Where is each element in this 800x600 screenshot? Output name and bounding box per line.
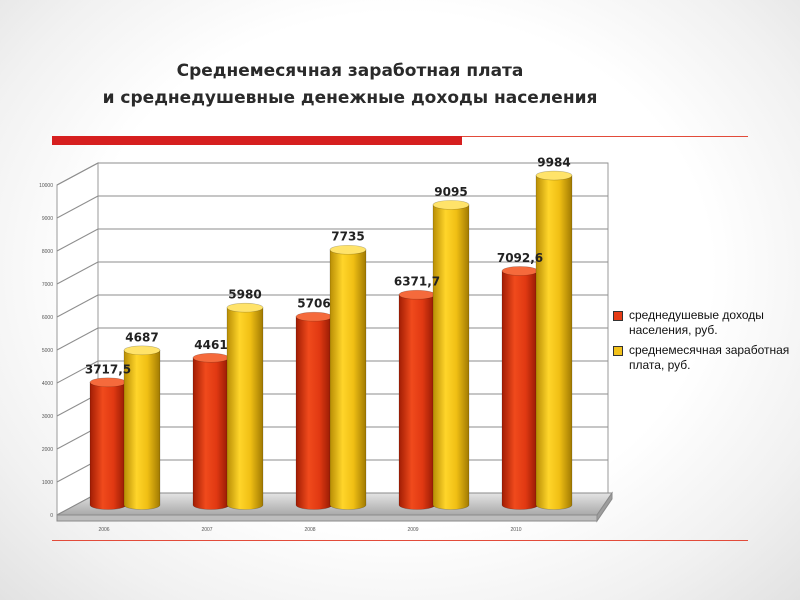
bar-top-cap [123,345,161,356]
gridline-side [56,228,99,252]
bar-top-cap [501,266,539,276]
legend: среднедушевые доходы населения, руб. сре… [613,308,798,378]
y-tick-label: 3000 [42,414,53,420]
legend-swatch-income [613,311,623,321]
y-tick-label: 9000 [42,216,53,222]
bar-top-cap [535,170,573,181]
bar-income [501,270,539,510]
y-tick-label: 4000 [42,381,53,387]
y-tick-label: 2000 [42,447,53,453]
bar-income [192,357,230,510]
bar-top-cap [192,352,230,363]
data-label-income: 7092,6 [497,251,543,265]
bar-top-cap [295,311,333,322]
legend-item-salary: среднемесячная заработная плата, руб. [613,343,798,373]
bar-salary [329,249,367,510]
bars [89,170,573,510]
chart-title-line-2: и среднедушевные денежные доходы населен… [102,88,598,108]
y-axis: 0 1000 2000 3000 4000 5000 6000 7000 8000 9000 100… [39,183,53,519]
bar-income [89,382,127,510]
floor-front [56,514,598,522]
accent-bar [52,136,462,145]
bar-salary [432,204,470,510]
data-label-income: 5706 [297,297,330,311]
gridline-side [56,327,99,351]
divider-bottom [52,540,748,541]
data-label-salary: 4687 [125,330,158,344]
bar-top-cap [329,244,367,255]
bar-salary [226,307,264,510]
gridline-side [56,294,99,318]
y-tick-label: 8000 [42,249,53,255]
x-tick-label: 2009 [407,527,418,533]
data-labels: 3717,5 4687 4461 5980 5706 7735 6371,7 9095 7092… [85,156,571,377]
gridline-side [56,360,99,384]
gridline-side [56,261,99,285]
data-label-salary: 9984 [537,156,570,170]
x-tick-label: 2010 [510,527,521,533]
bar-income [295,316,333,510]
bar-top-cap [89,377,127,388]
y-tick-label: 5000 [42,348,53,354]
floor-side [596,491,613,523]
chart-title-line-1: Среднемесячная заработная плата [176,61,524,81]
bar-top-cap [432,200,470,210]
x-axis: 2006 2007 2008 2009 2010 [98,527,521,533]
gridline-side [56,162,99,186]
data-label-income: 4461 [194,338,227,352]
bar-salary [535,175,573,510]
y-tick-label: 0 [50,513,53,519]
data-label-salary: 9095 [434,185,467,199]
y-tick-label: 10000 [39,183,53,189]
x-tick-label: 2008 [304,527,315,533]
data-label-income: 3717,5 [85,362,131,376]
bar-top-cap [226,302,264,313]
legend-swatch-salary [613,346,623,356]
data-label-income: 6371,7 [394,275,440,289]
data-label-salary: 7735 [331,230,364,244]
x-tick-label: 2006 [98,527,109,533]
y-tick-label: 6000 [42,315,53,321]
data-label-salary: 5980 [228,288,261,302]
chart-title: Среднемесячная заработная плата и средне… [0,58,700,112]
legend-label-income: среднедушевые доходы населения, руб. [629,308,764,337]
gridline-side [56,195,99,219]
bar-income [398,294,436,510]
legend-label-salary: среднемесячная заработная плата, руб. [629,343,790,372]
y-tick-label: 1000 [42,480,53,486]
x-tick-label: 2007 [201,527,212,533]
bar-top-cap [398,289,436,300]
y-tick-label: 7000 [42,282,53,288]
legend-item-income: среднедушевые доходы населения, руб. [613,308,798,338]
bar-salary [123,350,161,510]
